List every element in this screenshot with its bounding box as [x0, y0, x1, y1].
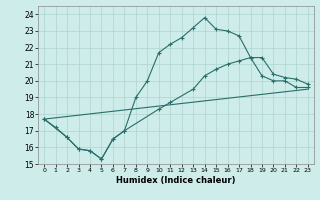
X-axis label: Humidex (Indice chaleur): Humidex (Indice chaleur): [116, 176, 236, 185]
